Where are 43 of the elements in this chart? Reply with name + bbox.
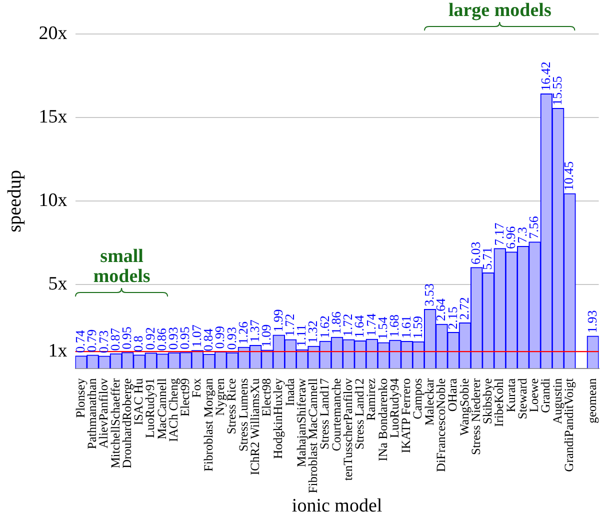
x-tick-label: Campos [410, 378, 425, 420]
x-tick-label: Augustin [550, 378, 564, 424]
y-tick-label: 1x [48, 340, 68, 362]
text: large models [447, 0, 552, 21]
x-tick-label: DiFrancescoNoble [434, 378, 448, 472]
x-tick-label: HodgkinHuxley [271, 378, 286, 459]
y-tick-label: 5x [48, 274, 68, 295]
x-tick-label: IACh Cheng [166, 378, 180, 442]
x-tick-label: OHara [446, 378, 460, 412]
data-label: 10.45 [561, 161, 576, 191]
x-tick-label: DrouhardRoberge [120, 378, 134, 468]
x-tick-label: Stress Land12 [352, 378, 367, 450]
x-axis-title: ionic model [292, 496, 382, 517]
x-tick-label: IribeKohl [492, 378, 506, 427]
x-tick-label: MahajanShiferaw [294, 378, 308, 468]
x-tick-label: Grandi [538, 378, 553, 414]
x-tick-label: geomean [585, 378, 600, 424]
x-tick-label: Skibsbye [480, 378, 495, 424]
x-tick-label: Plonsey [73, 378, 88, 418]
x-tick-label: Stress Lumens [236, 378, 250, 452]
x-tick-label: LuoRudy91 [143, 378, 158, 438]
x-tick-label: MitchellSchaeffer [108, 377, 122, 468]
y-tick-label: 10x [38, 190, 68, 212]
y-tick-label: 20x [38, 22, 68, 44]
y-axis-title: speedup [4, 170, 26, 232]
x-tick-label: LuoRudy94 [387, 378, 402, 438]
x-tick-label: Fibroblast Morgan [201, 378, 216, 472]
x-tick-label: Kurata [504, 378, 518, 412]
y-tick-label: 15x [38, 106, 68, 128]
annotation: small models [92, 246, 152, 288]
x-tick-label: AlievPanfilov [96, 378, 111, 448]
x-tick-label: Courtemanche [329, 378, 344, 452]
x-tick-label: IChR2 WilliamsXu [248, 378, 262, 476]
data-label: 1.93 [584, 310, 600, 334]
x-tick-label: Loewe [527, 378, 542, 412]
x-tick-label: tenTusscherPanfilov [340, 378, 355, 481]
x-tick-label: WangSobie [457, 378, 472, 436]
x-tick-label: Elect98 [260, 378, 274, 416]
x-tick-label: Ramirez [364, 378, 378, 421]
x-tick-label: INa Bondarenko [376, 378, 390, 462]
x-tick-label: Stress Land17 [318, 378, 332, 450]
x-tick-label: Fox [190, 378, 204, 398]
x-tick-label: Steward [515, 378, 530, 420]
